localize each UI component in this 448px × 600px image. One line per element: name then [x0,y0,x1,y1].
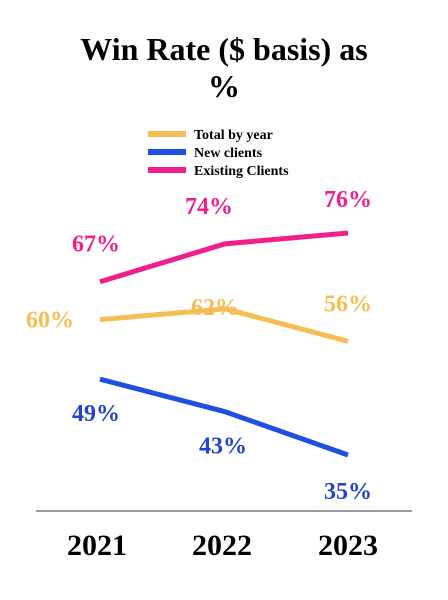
data-label-layer: 60% 62% 56% 49% 43% 35% 67% 74% 76% [26,187,372,505]
x-tick-label: 2023 [318,529,378,562]
data-label-existing-clients: 76% [324,187,372,213]
legend-label-new-clients: New clients [194,146,263,161]
x-tick-label: 2022 [192,529,252,562]
data-label-new-clients: 49% [72,401,120,427]
series-line-existing-clients [99,230,349,285]
legend-item-total: Total by year [148,128,273,143]
chart-title-line-1: Win Rate ($ basis) as [80,31,367,67]
series-line-new-clients [99,376,349,458]
chart-title-line-2: % [208,68,240,104]
data-label-total: 60% [26,308,74,334]
data-label-new-clients: 43% [199,434,247,460]
data-label-existing-clients: 74% [185,194,233,220]
x-axis-ticks: 2021 2022 2023 [67,529,378,562]
legend-item-new-clients: New clients [148,146,263,161]
data-label-new-clients: 35% [324,479,372,505]
legend: Total by year New clients Existing Clien… [148,128,289,179]
legend-label-total: Total by year [194,128,273,143]
series-line-total [99,306,349,344]
legend-item-existing-clients: Existing Clients [148,164,289,179]
data-label-total: 62% [191,295,239,321]
legend-label-existing-clients: Existing Clients [194,164,289,179]
data-label-total: 56% [324,291,372,317]
x-tick-label: 2021 [67,529,127,562]
data-label-existing-clients: 67% [72,232,120,258]
series-layer [99,230,349,458]
